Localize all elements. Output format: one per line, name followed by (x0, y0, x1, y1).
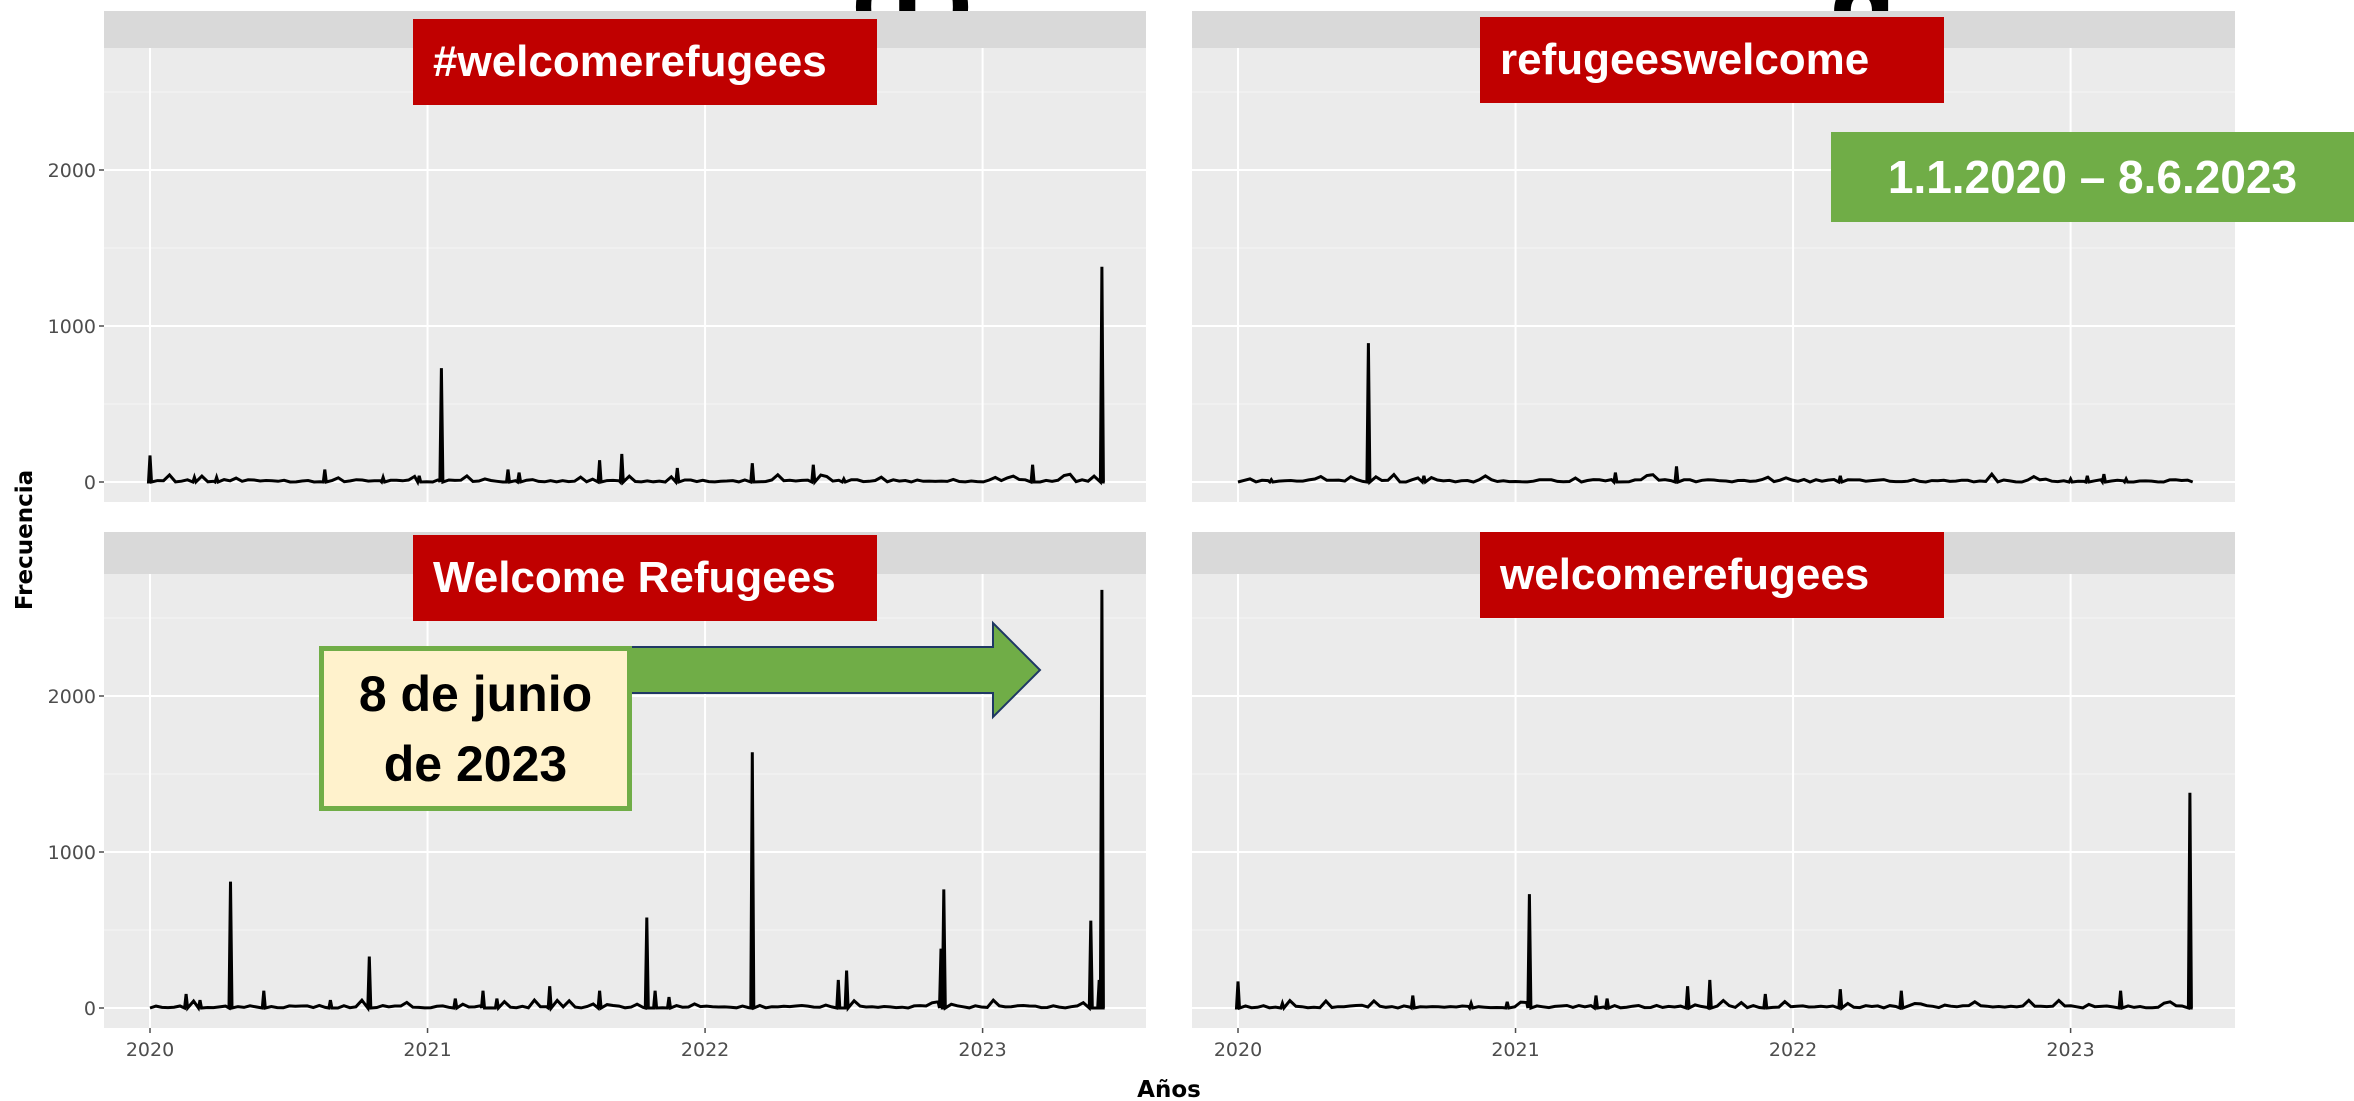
x-tick-label: 2023 (2046, 1039, 2094, 1061)
x-tick-label: 2021 (1491, 1039, 1539, 1061)
y-tick-label: 2000 (48, 160, 96, 182)
x-tick-label: 2022 (1769, 1039, 1817, 1061)
y-tick-label: 0 (84, 998, 96, 1020)
panel-label-welcomerefugees: welcomerefugees (1480, 532, 1944, 618)
panel-label-welcomerefugees-hashtag: #welcomerefugees (413, 19, 877, 105)
series-line (146, 266, 1105, 487)
y-axis-title: Frecuencia (12, 470, 38, 610)
date-range-label: 1.1.2020 – 8.6.2023 (1831, 132, 2354, 222)
y-tick-label: 1000 (48, 842, 96, 864)
x-tick-label: 2021 (403, 1039, 451, 1061)
x-tick-label: 2020 (126, 1039, 174, 1061)
series-line (149, 589, 1105, 1013)
x-tick-label: 2022 (681, 1039, 729, 1061)
y-tick-label: 0 (84, 472, 96, 494)
date-callout: 8 de junio de 2023 (319, 646, 632, 811)
x-axis-title: Años (1137, 1077, 1201, 1101)
series-line (1234, 792, 2193, 1012)
panel-0: 0 1000 2000 (48, 11, 1146, 502)
y-tick-label: 1000 (48, 316, 96, 338)
x-tick-label: 2023 (958, 1039, 1006, 1061)
callout-line-2: de 2023 (383, 735, 568, 792)
panel-label-refugeeswelcome: refugeeswelcome (1480, 17, 1944, 103)
y-tick-label: 2000 (48, 686, 96, 708)
panel-label-welcome-refugees: Welcome Refugees (413, 535, 877, 621)
x-tick-label: 2020 (1214, 1039, 1262, 1061)
series-line (1237, 343, 2194, 486)
callout-line-1: 8 de junio (358, 665, 593, 722)
